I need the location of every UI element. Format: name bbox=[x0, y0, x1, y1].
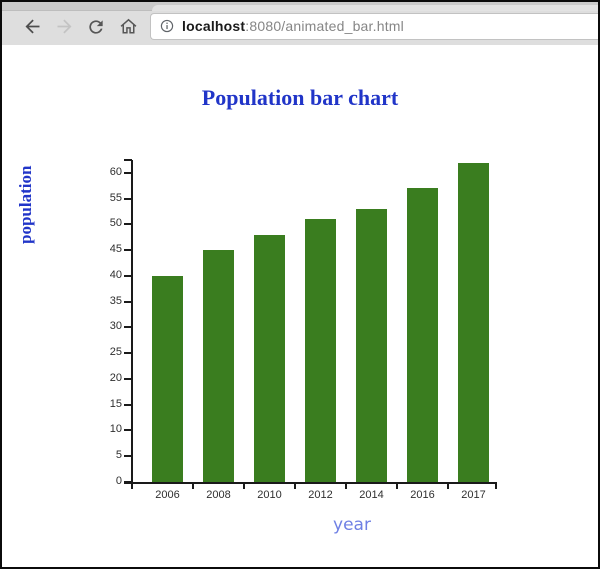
bar bbox=[305, 219, 336, 482]
forward-arrow-icon bbox=[54, 16, 75, 40]
y-tick bbox=[124, 326, 132, 329]
bar bbox=[152, 275, 183, 482]
x-tick bbox=[294, 482, 296, 489]
y-tick-label: 45 bbox=[109, 243, 122, 256]
bar bbox=[356, 208, 387, 482]
y-tick-label: 55 bbox=[109, 191, 122, 204]
tab-strip bbox=[2, 2, 598, 11]
forward-button[interactable] bbox=[48, 14, 80, 42]
y-axis-label: population bbox=[16, 165, 35, 245]
y-tick bbox=[124, 403, 132, 406]
x-tick-label: 2014 bbox=[359, 489, 384, 501]
y-axis bbox=[131, 160, 133, 489]
home-button[interactable] bbox=[112, 14, 144, 42]
bar bbox=[458, 162, 489, 482]
y-tick-label: 40 bbox=[109, 268, 122, 281]
url-path: :8080/animated_bar.html bbox=[245, 18, 404, 34]
x-tick bbox=[396, 482, 398, 489]
reload-button[interactable] bbox=[80, 14, 112, 42]
home-icon bbox=[118, 16, 139, 40]
x-tick-label: 2017 bbox=[461, 489, 486, 501]
y-tick-label: 15 bbox=[109, 397, 122, 410]
back-button[interactable] bbox=[16, 14, 48, 42]
page-content: Population bar chart population 0 5 10 15 20… bbox=[2, 45, 598, 566]
y-tick-label: 10 bbox=[109, 423, 122, 436]
site-info-icon[interactable] bbox=[159, 18, 175, 34]
x-tick-label: 2016 bbox=[410, 489, 435, 501]
y-tick bbox=[124, 352, 132, 355]
address-bar[interactable]: localhost:8080/animated_bar.html bbox=[150, 12, 598, 40]
x-axis-label: year bbox=[333, 515, 371, 535]
reload-icon bbox=[86, 17, 106, 40]
y-tick-label: 35 bbox=[109, 294, 122, 307]
url-text: localhost:8080/animated_bar.html bbox=[182, 18, 404, 34]
y-tick-label: 20 bbox=[109, 371, 122, 384]
plot-area: 0 5 10 15 20 25 30 35 40 45 50 55 60 2006 2008 2010 2012… bbox=[110, 159, 497, 501]
y-axis-top-cap bbox=[124, 159, 132, 161]
x-tick-label: 2010 bbox=[257, 489, 282, 501]
x-tick bbox=[345, 482, 347, 489]
y-tick-label: 25 bbox=[109, 346, 122, 359]
x-tick-label: 2012 bbox=[308, 489, 333, 501]
x-tick-label: 2008 bbox=[206, 489, 231, 501]
x-axis bbox=[124, 482, 496, 484]
bar bbox=[407, 188, 438, 482]
y-tick bbox=[124, 197, 132, 200]
x-tick bbox=[447, 482, 449, 489]
y-tick bbox=[124, 455, 132, 458]
x-tick bbox=[243, 482, 245, 489]
y-tick-label: 60 bbox=[109, 165, 122, 178]
bar bbox=[254, 234, 285, 482]
y-tick bbox=[124, 171, 132, 174]
y-tick bbox=[124, 300, 132, 303]
y-tick bbox=[124, 274, 132, 277]
y-tick-label: 50 bbox=[109, 217, 122, 230]
y-tick-label: 0 bbox=[115, 475, 122, 487]
y-tick-label: 5 bbox=[115, 449, 122, 462]
x-tick-label: 2006 bbox=[155, 489, 180, 501]
chart-title: Population bar chart bbox=[201, 85, 399, 110]
bar bbox=[203, 250, 234, 482]
x-tick bbox=[192, 482, 194, 489]
y-tick bbox=[124, 223, 132, 226]
browser-tab[interactable] bbox=[152, 5, 598, 11]
back-arrow-icon bbox=[22, 16, 43, 40]
y-tick bbox=[124, 249, 132, 252]
y-tick-label: 30 bbox=[109, 320, 122, 333]
y-tick bbox=[124, 377, 132, 380]
url-host: localhost bbox=[182, 18, 246, 34]
y-tick bbox=[124, 481, 132, 483]
browser-toolbar: localhost:8080/animated_bar.html bbox=[2, 11, 598, 45]
x-axis-end-tick bbox=[495, 482, 497, 489]
y-tick bbox=[124, 429, 132, 432]
